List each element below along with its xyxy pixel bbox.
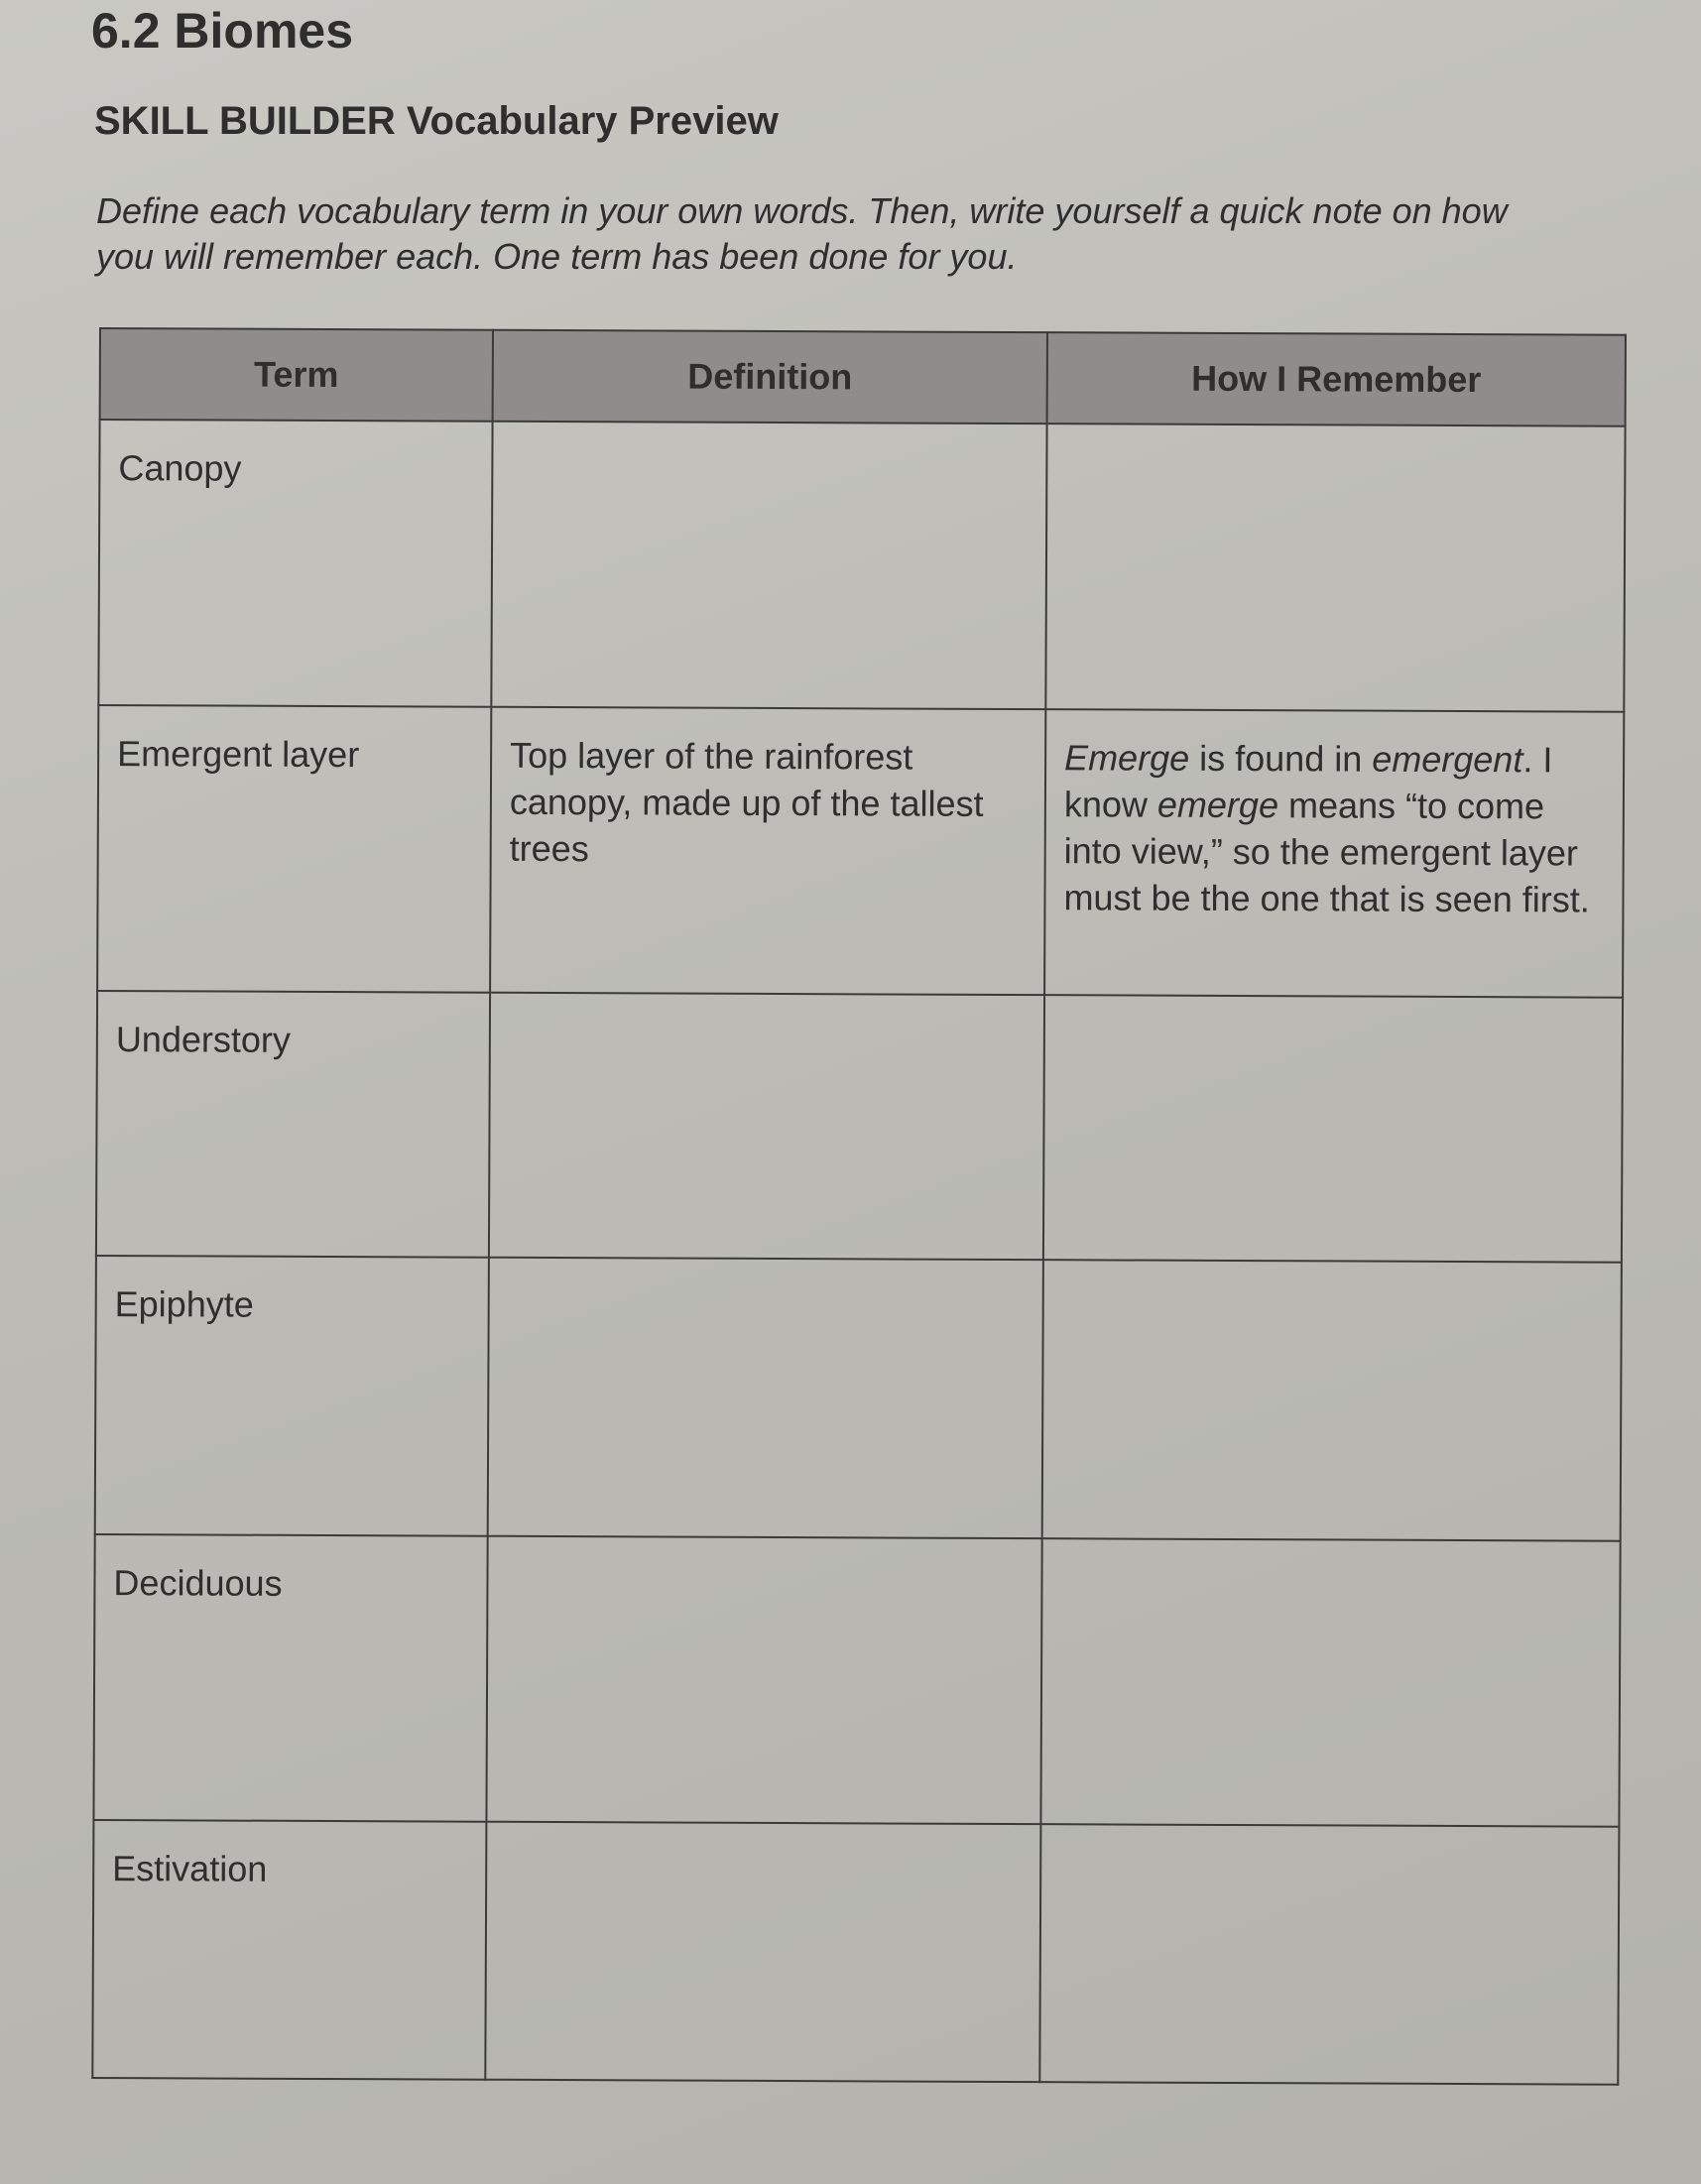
definition-cell[interactable] <box>488 992 1045 1261</box>
term-cell: Canopy <box>98 420 493 707</box>
definition-cell[interactable] <box>485 1821 1041 2083</box>
table-row: Emergent layer Top layer of the rainfore… <box>97 705 1625 998</box>
remember-text: emerge <box>1156 784 1279 826</box>
remember-text: Emerge <box>1064 737 1190 779</box>
remember-text: emergent <box>1372 738 1523 781</box>
term-cell: Deciduous <box>93 1533 488 1822</box>
table-row: Understory <box>95 990 1624 1263</box>
table-row: Estivation <box>92 1819 1620 2085</box>
table-row: Canopy <box>98 420 1626 712</box>
definition-cell[interactable] <box>491 421 1047 710</box>
remember-cell: Emerge is found in emergent. I know emer… <box>1044 709 1625 998</box>
term-cell: Emergent layer <box>97 705 492 993</box>
column-header-how-i-remember: How I Remember <box>1046 332 1626 426</box>
remember-cell[interactable] <box>1045 424 1626 712</box>
table-row: Deciduous <box>93 1533 1621 1827</box>
definition-cell[interactable] <box>486 1535 1042 1825</box>
definition-cell: Top layer of the rainforest canopy, made… <box>490 706 1046 996</box>
instructions: Define each vocabulary term in your own … <box>96 190 1508 277</box>
term-cell: Epiphyte <box>94 1255 489 1536</box>
remember-text: is found in <box>1189 737 1373 780</box>
remember-cell[interactable] <box>1042 995 1624 1263</box>
term-cell: Understory <box>95 990 491 1258</box>
remember-cell[interactable] <box>1039 1824 1620 2085</box>
term-cell: Estivation <box>92 1819 487 2080</box>
remember-cell[interactable] <box>1041 1260 1622 1541</box>
table-header-row: Term Definition How I Remember <box>99 328 1626 426</box>
page-title: 6.2 Biomes <box>91 3 354 59</box>
table-row: Epiphyte <box>94 1255 1622 1541</box>
column-header-term: Term <box>99 328 493 422</box>
definition-cell[interactable] <box>487 1257 1043 1539</box>
vocabulary-table: Term Definition How I Remember Canopy Em… <box>91 327 1627 2086</box>
remember-cell[interactable] <box>1040 1538 1621 1827</box>
section-subtitle: SKILL BUILDER Vocabulary Preview <box>94 99 779 143</box>
column-header-definition: Definition <box>492 329 1047 425</box>
